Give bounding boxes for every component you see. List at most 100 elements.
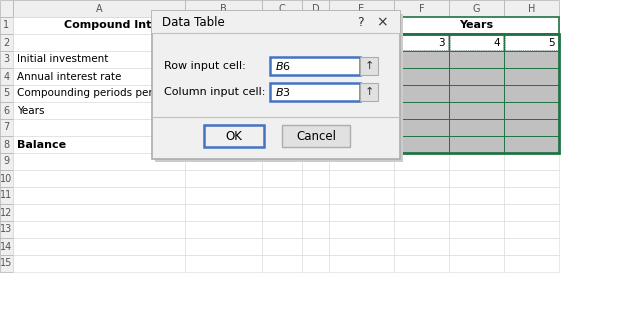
Bar [449, 238, 504, 255]
Bar [13, 153, 185, 170]
Bar [329, 102, 394, 119]
Text: $B$3: $B$3 [275, 86, 291, 98]
Bar [262, 0, 302, 17]
Bar [185, 187, 262, 204]
Bar [185, 34, 262, 51]
Bar [449, 136, 504, 153]
Bar [270, 57, 360, 75]
Bar [13, 204, 185, 221]
Bar [302, 34, 329, 51]
Bar [449, 34, 504, 51]
Text: Investment: Investment [310, 74, 320, 130]
Bar [302, 102, 329, 119]
Bar [329, 119, 394, 136]
Text: Cancel: Cancel [296, 129, 336, 143]
Text: Balance: Balance [17, 140, 66, 149]
Text: A: A [96, 4, 102, 13]
Bar [13, 85, 185, 102]
Bar [329, 187, 394, 204]
Bar [504, 153, 559, 170]
Bar [185, 238, 262, 255]
Text: $4,000: $4,000 [354, 106, 390, 115]
Bar [262, 34, 302, 51]
Bar [262, 221, 302, 238]
Text: OK: OK [226, 129, 242, 143]
Bar [185, 51, 262, 68]
Bar [302, 187, 329, 204]
Text: 4: 4 [4, 72, 9, 81]
Bar [0, 238, 13, 255]
Bar [329, 51, 394, 68]
Text: G: G [473, 4, 480, 13]
Text: Compound Interest Calculator: Compound Interest Calculator [64, 21, 251, 30]
Bar [504, 119, 559, 136]
Bar [302, 170, 329, 187]
Text: $2,000: $2,000 [222, 55, 258, 64]
Bar [329, 170, 394, 187]
Bar [185, 221, 262, 238]
Bar [504, 85, 559, 102]
Text: Compounding periods per year: Compounding periods per year [17, 89, 179, 98]
Bar [262, 204, 302, 221]
Text: $2,566.72: $2,566.72 [341, 38, 390, 47]
Bar [449, 17, 504, 34]
Bar [394, 51, 449, 68]
Bar [504, 68, 559, 85]
Bar [449, 187, 504, 204]
Bar [449, 85, 504, 102]
Bar [185, 102, 262, 119]
Bar [329, 51, 394, 68]
Bar [449, 51, 504, 68]
Bar [394, 34, 449, 51]
Bar [185, 51, 262, 68]
Bar [449, 102, 504, 119]
Bar [13, 17, 185, 34]
Bar [449, 34, 504, 51]
Bar [0, 119, 13, 136]
Text: Data Table: Data Table [162, 15, 225, 28]
Text: $1,000: $1,000 [354, 55, 390, 64]
Bar [262, 153, 302, 170]
Bar [302, 85, 329, 102]
Bar [13, 68, 185, 85]
Text: Column input cell:: Column input cell: [164, 87, 265, 97]
Text: $B$6: $B$6 [275, 60, 291, 72]
Bar [0, 255, 13, 272]
Text: ↑: ↑ [364, 61, 374, 71]
Bar [394, 68, 449, 85]
Text: 3: 3 [439, 38, 445, 47]
Text: Years: Years [17, 106, 44, 115]
Bar [449, 51, 504, 68]
Bar [394, 187, 449, 204]
Bar [449, 0, 504, 17]
Text: 15: 15 [1, 259, 12, 268]
Bar [204, 125, 264, 147]
Bar [449, 136, 504, 153]
Bar [504, 187, 559, 204]
Bar [13, 51, 185, 68]
Bar [504, 136, 559, 153]
Bar [504, 204, 559, 221]
Bar [449, 153, 504, 170]
Text: 5: 5 [251, 106, 258, 115]
Bar [302, 153, 329, 170]
Bar [449, 68, 504, 85]
Bar [394, 51, 449, 68]
Bar [329, 68, 394, 85]
Text: 5: 5 [548, 38, 555, 47]
Bar [262, 102, 302, 119]
Bar [185, 136, 262, 153]
Bar [0, 68, 13, 85]
Bar [0, 0, 13, 17]
Bar [504, 51, 559, 68]
Bar [262, 255, 302, 272]
Bar [394, 34, 449, 51]
Text: 10: 10 [1, 174, 12, 183]
Bar [505, 35, 558, 50]
Bar [262, 51, 302, 68]
Bar [329, 136, 394, 153]
Text: 4: 4 [493, 38, 500, 47]
Bar [152, 11, 400, 33]
Text: B: B [220, 4, 227, 13]
Bar [394, 221, 449, 238]
